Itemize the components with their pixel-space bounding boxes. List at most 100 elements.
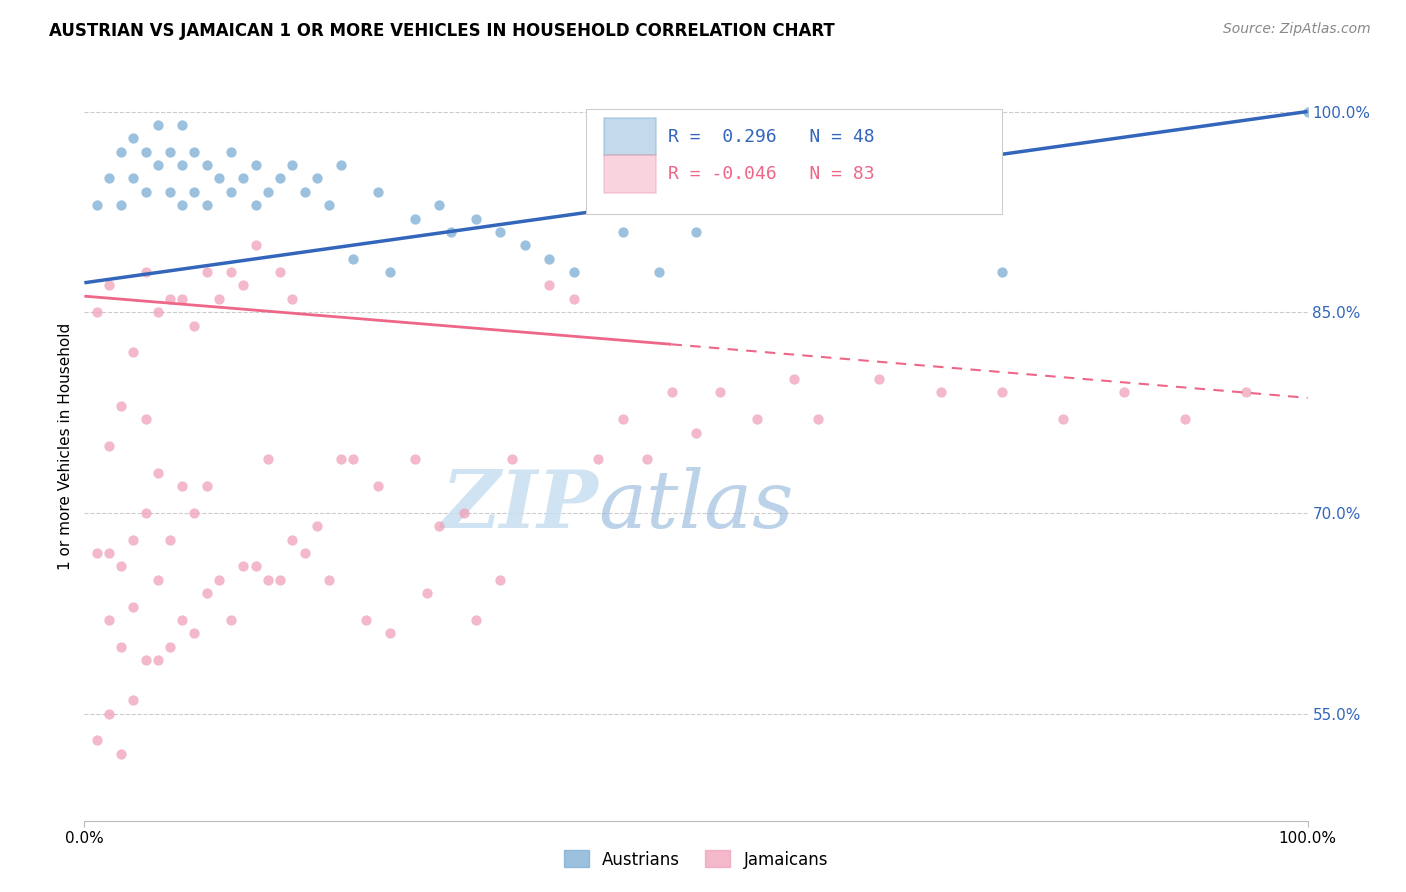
Point bbox=[380, 626, 402, 640]
Point bbox=[110, 559, 132, 574]
Point bbox=[380, 265, 402, 279]
Point bbox=[97, 613, 120, 627]
Point bbox=[636, 452, 658, 467]
Point bbox=[305, 519, 328, 533]
Point bbox=[146, 305, 169, 319]
Point bbox=[464, 613, 486, 627]
Point bbox=[685, 425, 707, 440]
Point bbox=[562, 265, 585, 279]
Point bbox=[172, 292, 194, 306]
Point bbox=[367, 479, 389, 493]
Point bbox=[991, 265, 1014, 279]
Point bbox=[219, 613, 242, 627]
FancyBboxPatch shape bbox=[586, 109, 1002, 214]
Point bbox=[195, 158, 218, 172]
Point bbox=[257, 452, 280, 467]
Point bbox=[183, 145, 205, 159]
Point bbox=[97, 171, 120, 186]
Point bbox=[110, 399, 132, 413]
Point bbox=[195, 265, 218, 279]
Point bbox=[172, 198, 194, 212]
Point bbox=[195, 586, 218, 600]
Point bbox=[159, 292, 181, 306]
Point bbox=[146, 158, 169, 172]
Point bbox=[219, 185, 242, 199]
Point bbox=[232, 559, 254, 574]
Point bbox=[294, 185, 316, 199]
Point bbox=[122, 131, 145, 145]
Point bbox=[1174, 412, 1197, 426]
Point bbox=[159, 640, 181, 654]
Point bbox=[257, 573, 280, 587]
Point bbox=[122, 693, 145, 707]
Point bbox=[1296, 104, 1319, 119]
Point bbox=[135, 506, 157, 520]
Point bbox=[685, 225, 707, 239]
Point bbox=[869, 372, 891, 386]
Point bbox=[648, 265, 671, 279]
Point bbox=[135, 185, 157, 199]
Point bbox=[464, 211, 486, 226]
Point bbox=[538, 252, 561, 266]
Point bbox=[404, 452, 426, 467]
Point bbox=[195, 198, 218, 212]
Y-axis label: 1 or more Vehicles in Household: 1 or more Vehicles in Household bbox=[58, 322, 73, 570]
Point bbox=[135, 412, 157, 426]
Point bbox=[159, 145, 181, 159]
Point bbox=[219, 145, 242, 159]
Point bbox=[122, 345, 145, 359]
Point bbox=[245, 158, 267, 172]
Point bbox=[86, 305, 108, 319]
Point bbox=[342, 252, 364, 266]
Point bbox=[427, 519, 450, 533]
Point bbox=[183, 626, 205, 640]
Point bbox=[183, 318, 205, 333]
Point bbox=[172, 613, 194, 627]
Point bbox=[1052, 412, 1074, 426]
Point bbox=[86, 198, 108, 212]
Point bbox=[661, 385, 683, 400]
Point bbox=[318, 573, 340, 587]
Point bbox=[122, 533, 145, 547]
Text: Source: ZipAtlas.com: Source: ZipAtlas.com bbox=[1223, 22, 1371, 37]
Point bbox=[245, 559, 267, 574]
Point bbox=[747, 412, 769, 426]
Point bbox=[709, 385, 731, 400]
Point bbox=[294, 546, 316, 560]
Point bbox=[281, 533, 304, 547]
Point bbox=[110, 747, 132, 761]
Text: atlas: atlas bbox=[598, 467, 793, 545]
Point bbox=[172, 158, 194, 172]
Text: R =  0.296   N = 48: R = 0.296 N = 48 bbox=[668, 128, 875, 145]
Point bbox=[219, 265, 242, 279]
Point bbox=[159, 533, 181, 547]
Legend: Austrians, Jamaicans: Austrians, Jamaicans bbox=[564, 850, 828, 869]
Point bbox=[538, 278, 561, 293]
Text: ZIP: ZIP bbox=[441, 467, 598, 545]
Point bbox=[146, 573, 169, 587]
Point bbox=[453, 506, 475, 520]
Point bbox=[404, 211, 426, 226]
Point bbox=[269, 171, 291, 186]
Point bbox=[183, 506, 205, 520]
Point bbox=[342, 452, 364, 467]
Point bbox=[245, 198, 267, 212]
Point bbox=[208, 171, 231, 186]
Point bbox=[122, 171, 145, 186]
Point bbox=[146, 653, 169, 667]
Point bbox=[135, 653, 157, 667]
Point bbox=[586, 452, 609, 467]
Point bbox=[929, 385, 952, 400]
Point bbox=[110, 145, 132, 159]
Point bbox=[513, 238, 536, 252]
Point bbox=[86, 733, 108, 747]
Point bbox=[122, 599, 145, 614]
Point bbox=[97, 546, 120, 560]
Point bbox=[146, 118, 169, 132]
Point bbox=[232, 171, 254, 186]
Text: AUSTRIAN VS JAMAICAN 1 OR MORE VEHICLES IN HOUSEHOLD CORRELATION CHART: AUSTRIAN VS JAMAICAN 1 OR MORE VEHICLES … bbox=[49, 22, 835, 40]
Point bbox=[269, 573, 291, 587]
Point bbox=[281, 158, 304, 172]
Point bbox=[208, 292, 231, 306]
Point bbox=[245, 238, 267, 252]
